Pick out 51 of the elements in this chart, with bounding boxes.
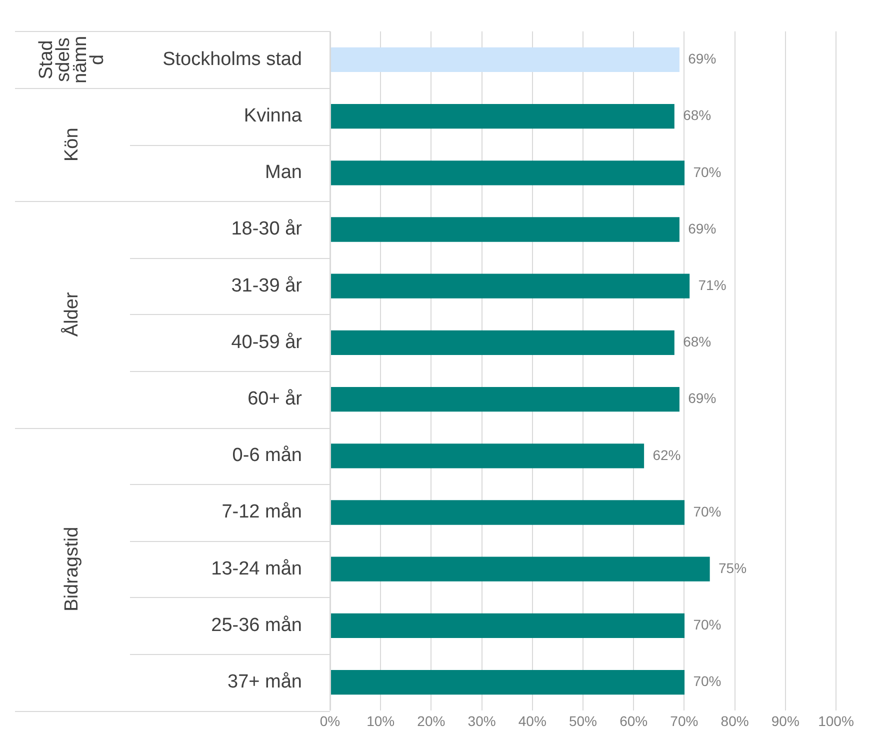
y-tick-label: 13-24 mån [211, 558, 302, 580]
x-tick-label: 70% [670, 712, 698, 729]
bar [330, 160, 685, 186]
bar [330, 330, 674, 356]
data-label: 70% [693, 616, 722, 633]
x-tick-label: 20% [417, 712, 446, 729]
bar [330, 274, 690, 298]
data-label: 75% [718, 560, 747, 576]
y-tick-label: 60+ år [248, 388, 303, 410]
data-label: 71% [698, 276, 726, 293]
bar [330, 444, 644, 468]
y-tick-label: 40-59 år [231, 332, 303, 353]
data-label: 69% [688, 390, 716, 406]
y-tick-label: Kvinna [244, 106, 302, 127]
x-tick-label: 10% [366, 712, 395, 729]
bar [330, 500, 685, 525]
y-tick-label: 0-6 mån [232, 445, 302, 466]
data-label: 69% [688, 220, 716, 236]
text: Ålder [60, 292, 83, 337]
x-tick-label: 90% [771, 712, 800, 729]
bar [330, 104, 674, 129]
y-tick-label: 18-30 år [231, 218, 303, 240]
x-tick-label: 50% [568, 712, 598, 729]
y-tick-label: 31-39 år [231, 275, 303, 296]
y-tick-label: 25-36 mån [211, 614, 302, 636]
y-tick-label: 37+ mån [228, 672, 302, 693]
bar [330, 556, 710, 582]
y-tick-label: 7-12 mån [222, 502, 302, 523]
text: Kön [62, 128, 83, 162]
bar [330, 613, 685, 638]
x-tick-label: 80% [720, 712, 749, 729]
x-tick-label: 60% [620, 712, 648, 729]
bar [330, 670, 685, 695]
data-label: 70% [693, 503, 722, 520]
y-tick-label: Stockholms stad [162, 48, 302, 70]
bar [330, 386, 680, 412]
bar [330, 217, 680, 242]
data-label: 62% [652, 446, 681, 463]
data-label: 70% [693, 673, 722, 690]
data-label: 69% [688, 50, 716, 67]
y-tick-label: Man [265, 162, 302, 184]
x-tick-label: 100% [818, 712, 854, 729]
x-tick-label: 0% [320, 712, 340, 729]
x-tick-label: 30% [468, 712, 496, 729]
text: Stad sdels nämn d [36, 36, 108, 84]
text: Bidragstid [62, 526, 83, 612]
bar [330, 47, 680, 72]
data-label: 68% [683, 107, 712, 124]
data-label: 68% [683, 334, 712, 350]
data-label: 70% [693, 164, 722, 180]
x-tick-label: 40% [518, 712, 546, 729]
